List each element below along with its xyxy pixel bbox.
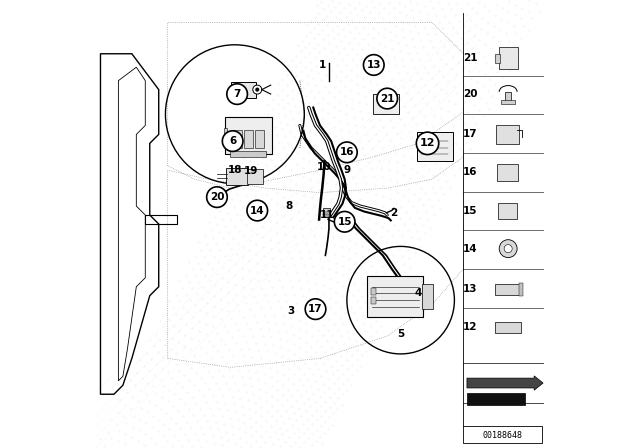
FancyBboxPatch shape — [367, 276, 423, 317]
FancyBboxPatch shape — [248, 169, 262, 184]
Bar — [371, 288, 376, 295]
Circle shape — [504, 245, 512, 253]
FancyBboxPatch shape — [495, 322, 521, 333]
Text: 19: 19 — [243, 166, 258, 176]
Text: 14: 14 — [250, 206, 264, 215]
Bar — [224, 128, 227, 141]
Text: 7: 7 — [234, 89, 241, 99]
Bar — [323, 208, 330, 217]
FancyBboxPatch shape — [227, 168, 248, 185]
Circle shape — [253, 85, 262, 94]
Text: 17: 17 — [463, 129, 478, 139]
Text: 15: 15 — [337, 217, 352, 227]
Text: 11: 11 — [319, 210, 334, 220]
FancyBboxPatch shape — [373, 94, 399, 114]
Text: 5: 5 — [397, 329, 404, 339]
Text: 21: 21 — [463, 53, 478, 63]
FancyBboxPatch shape — [231, 82, 257, 98]
Circle shape — [227, 84, 248, 104]
Text: 1: 1 — [319, 60, 326, 70]
Text: 15: 15 — [463, 206, 478, 215]
Circle shape — [222, 131, 243, 151]
FancyBboxPatch shape — [417, 132, 452, 161]
Circle shape — [247, 200, 268, 221]
Bar — [495, 54, 500, 63]
Text: 12: 12 — [420, 138, 435, 148]
Bar — [145, 215, 177, 224]
Bar — [371, 297, 376, 304]
Bar — [233, 130, 242, 148]
FancyBboxPatch shape — [496, 125, 520, 144]
Circle shape — [255, 88, 259, 91]
Bar — [463, 426, 541, 443]
Circle shape — [337, 142, 357, 163]
Bar — [230, 151, 266, 157]
Text: 21: 21 — [380, 94, 394, 103]
FancyBboxPatch shape — [495, 284, 521, 295]
FancyBboxPatch shape — [499, 203, 517, 219]
Text: 13: 13 — [367, 60, 381, 70]
Text: 8: 8 — [285, 201, 292, 211]
Text: 10: 10 — [317, 162, 332, 172]
Text: 16: 16 — [463, 168, 478, 177]
Circle shape — [334, 211, 355, 232]
FancyBboxPatch shape — [225, 117, 272, 154]
Bar — [502, 100, 515, 104]
FancyBboxPatch shape — [499, 47, 518, 69]
Circle shape — [499, 240, 517, 258]
Text: 4: 4 — [415, 289, 422, 298]
Bar — [506, 92, 511, 102]
Text: 00188648: 00188648 — [483, 431, 523, 440]
Bar — [255, 130, 264, 148]
Text: 17: 17 — [308, 304, 323, 314]
Text: 6: 6 — [229, 136, 236, 146]
FancyBboxPatch shape — [497, 164, 518, 181]
Bar — [244, 130, 253, 148]
Text: 20: 20 — [210, 192, 224, 202]
Circle shape — [207, 187, 227, 207]
Text: 16: 16 — [340, 147, 354, 157]
Text: 12: 12 — [463, 322, 478, 332]
Bar — [467, 393, 525, 405]
Text: 9: 9 — [343, 165, 351, 175]
Text: 14: 14 — [463, 244, 478, 254]
Text: 20: 20 — [463, 89, 478, 99]
FancyArrow shape — [467, 376, 543, 390]
Circle shape — [377, 88, 397, 109]
Circle shape — [417, 132, 439, 155]
Bar — [422, 284, 433, 309]
Circle shape — [305, 299, 326, 319]
Bar — [520, 283, 523, 296]
Text: 2: 2 — [390, 208, 397, 218]
Text: 3: 3 — [287, 306, 294, 316]
Text: 13: 13 — [463, 284, 478, 294]
Text: 18: 18 — [228, 165, 242, 175]
Circle shape — [364, 55, 384, 75]
